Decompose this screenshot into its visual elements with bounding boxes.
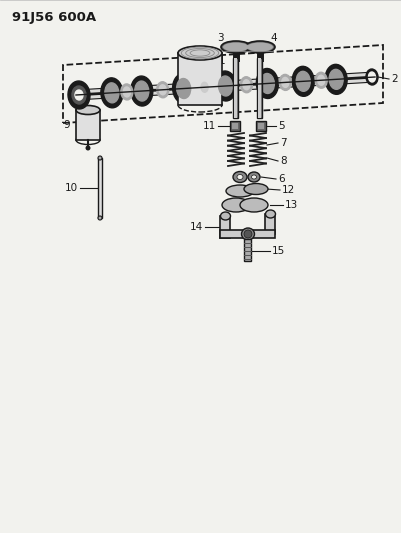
Ellipse shape (225, 185, 253, 197)
Bar (98, 158, 102, 218)
Ellipse shape (223, 43, 248, 52)
Text: 2: 2 (390, 74, 397, 84)
Bar (220, 230, 275, 238)
Ellipse shape (233, 172, 246, 182)
Ellipse shape (178, 46, 221, 60)
Ellipse shape (121, 84, 132, 100)
Ellipse shape (200, 82, 208, 92)
Ellipse shape (221, 198, 249, 212)
Ellipse shape (105, 83, 119, 103)
Ellipse shape (246, 43, 272, 52)
Text: 6: 6 (277, 174, 284, 184)
Ellipse shape (324, 64, 346, 94)
Ellipse shape (279, 75, 291, 91)
Ellipse shape (265, 210, 275, 218)
Bar (229, 121, 239, 131)
Ellipse shape (123, 87, 130, 97)
Text: 12: 12 (281, 185, 294, 195)
Bar (76, 110, 100, 140)
Ellipse shape (281, 77, 288, 87)
Ellipse shape (242, 80, 249, 90)
Text: 91J56 600A: 91J56 600A (12, 11, 96, 24)
Ellipse shape (68, 81, 90, 109)
Text: 3: 3 (217, 33, 223, 43)
Ellipse shape (85, 146, 90, 150)
Ellipse shape (328, 69, 342, 90)
Bar (255, 121, 265, 131)
Ellipse shape (101, 78, 123, 108)
Ellipse shape (296, 71, 310, 91)
Text: 5: 5 (277, 121, 284, 131)
Ellipse shape (314, 72, 326, 88)
Ellipse shape (244, 41, 274, 53)
Ellipse shape (159, 85, 166, 95)
Text: 9: 9 (63, 120, 70, 130)
Text: 8: 8 (279, 156, 286, 166)
Ellipse shape (75, 90, 83, 100)
Ellipse shape (243, 230, 251, 238)
Ellipse shape (292, 66, 314, 96)
Ellipse shape (176, 78, 190, 99)
Bar (178, 53, 221, 105)
Ellipse shape (260, 74, 274, 93)
Ellipse shape (98, 216, 102, 220)
Ellipse shape (220, 212, 230, 220)
Text: 7: 7 (279, 138, 286, 148)
Bar (231, 123, 237, 129)
Ellipse shape (72, 86, 86, 104)
Ellipse shape (214, 71, 236, 101)
Text: 11: 11 (202, 121, 215, 131)
Ellipse shape (239, 198, 267, 212)
Ellipse shape (130, 76, 152, 106)
Ellipse shape (317, 75, 324, 85)
Ellipse shape (76, 106, 100, 115)
Ellipse shape (98, 156, 102, 160)
Ellipse shape (368, 72, 375, 82)
Ellipse shape (156, 82, 168, 98)
Polygon shape (75, 72, 375, 100)
Bar (265, 214, 275, 234)
Ellipse shape (237, 174, 242, 180)
Text: 15: 15 (271, 246, 285, 256)
Text: 1: 1 (218, 55, 225, 66)
Ellipse shape (221, 41, 250, 53)
Ellipse shape (76, 135, 100, 144)
Text: 14: 14 (190, 222, 203, 232)
Text: 13: 13 (284, 200, 298, 210)
Ellipse shape (241, 228, 254, 240)
Bar (257, 123, 263, 129)
Bar (244, 239, 251, 261)
Ellipse shape (198, 79, 210, 95)
Ellipse shape (240, 77, 252, 93)
Ellipse shape (256, 69, 277, 99)
Bar (234, 58, 237, 118)
Ellipse shape (218, 76, 232, 96)
Bar (257, 58, 262, 118)
Ellipse shape (178, 98, 221, 112)
Ellipse shape (172, 74, 194, 103)
Ellipse shape (243, 183, 267, 195)
Ellipse shape (365, 69, 377, 85)
Bar (258, 58, 261, 118)
Text: 4: 4 (269, 33, 276, 43)
Ellipse shape (247, 172, 259, 182)
Ellipse shape (134, 81, 148, 101)
Ellipse shape (251, 175, 256, 179)
Bar (220, 216, 230, 238)
Text: 10: 10 (65, 183, 78, 193)
Bar (233, 58, 238, 118)
